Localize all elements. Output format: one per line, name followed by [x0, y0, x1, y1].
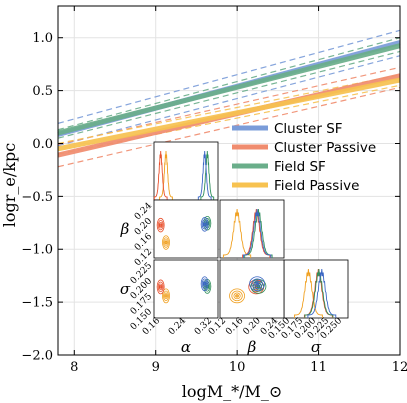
contour-alpha-beta-cluster-sf — [201, 219, 208, 230]
series-cluster-sf-bound-0 — [57, 29, 401, 124]
contour-beta-sigma-cluster-sf — [249, 276, 266, 292]
contour-alpha-sigma-cluster-sf — [203, 281, 207, 286]
contour-alpha-sigma-field-passive — [164, 294, 168, 298]
y-tick-label: −0.5 — [21, 190, 53, 205]
contour-alpha-beta-field-passive — [164, 240, 168, 245]
main-lines — [57, 29, 401, 168]
contour-beta-sigma-field-passive — [229, 288, 245, 304]
y-tick-label: −1.5 — [21, 296, 53, 311]
corner-sigma-label: σ — [311, 338, 322, 356]
x-tick-label: 9 — [152, 360, 160, 375]
plot-frame — [57, 5, 401, 356]
x-tick-label: 11 — [310, 360, 327, 375]
contour-beta-sigma-cluster-sf — [251, 278, 263, 289]
contour-alpha-sigma-cluster-passive — [159, 285, 163, 289]
contour-alpha-sigma-cluster-sf — [200, 276, 209, 292]
contour-alpha-sigma-field-passive — [163, 290, 169, 302]
x-tick-label: 8 — [70, 360, 78, 375]
legend: Cluster SF Cluster Passive Field SF Field P… — [232, 121, 376, 194]
series-field-sf-line — [57, 43, 401, 136]
contour-alpha-beta-cluster-passive — [159, 223, 163, 227]
contour-alpha-sigma-cluster-sf — [201, 278, 208, 289]
corner-alpha-tick: 0.24 — [167, 316, 188, 337]
series-field-passive-line — [57, 77, 401, 152]
contour-beta-sigma-field-passive — [235, 294, 239, 298]
corner-alpha-label: α — [181, 338, 191, 356]
contour-alpha-sigma-cluster-passive — [157, 281, 164, 293]
y-axis-label: logr_e/kpc — [0, 143, 19, 227]
contour-alpha-sigma-cluster-passive — [156, 279, 165, 295]
corner-beta-label: β — [247, 338, 257, 356]
hist-sigma-field-sf — [304, 268, 334, 318]
hist-alpha-field-passive — [159, 150, 173, 200]
hist-beta-cluster-sf — [243, 208, 272, 258]
main-axes: 8 9 10 11 12 −2.0 −1.5 −1.0 −0.5 0.0 0.5 1.0 — [21, 5, 407, 375]
hist-alpha-cluster-sf — [197, 150, 212, 200]
legend-label: Field Passive — [274, 178, 359, 194]
contour-alpha-beta-cluster-sf — [200, 217, 209, 232]
y-tick-label: −1.0 — [21, 243, 53, 258]
legend-label: Field SF — [274, 159, 326, 175]
corner-beta-tick: 0.20 — [242, 316, 263, 337]
series-field-sf-bound-1 — [57, 50, 401, 139]
contour-beta-sigma-field-passive — [231, 290, 243, 302]
hist-beta-panel — [219, 199, 285, 259]
contour-beta-sigma-cluster-sf — [253, 280, 261, 288]
series-cluster-passive-bound-1 — [57, 86, 401, 168]
y-tick-label: 0.0 — [32, 137, 53, 152]
contour-beta-sigma-field-passive — [233, 292, 241, 300]
contour-alpha-beta-cluster-sf — [203, 222, 207, 227]
corner-sigma-ylabel: σ — [120, 280, 131, 298]
series-field-passive-bound-1 — [57, 84, 401, 155]
contour-beta-sigma-field-sf — [250, 279, 267, 294]
corner-beta-ylabel: β — [120, 220, 130, 238]
contour-beta-sigma-cluster-sf — [255, 281, 260, 286]
contour-alpha-beta-field-passive — [163, 237, 169, 248]
hist-alpha-field-sf — [200, 150, 215, 200]
contour-alpha-beta-cluster-passive — [156, 217, 165, 233]
hist-sigma-field-passive — [294, 268, 323, 318]
corner-beta-tick: 0.16 — [224, 316, 245, 337]
legend-label: Cluster SF — [274, 121, 343, 137]
x-tick-label: 12 — [392, 360, 407, 375]
legend-label: Cluster Passive — [274, 140, 376, 156]
contour-alpha-beta-cluster-passive — [157, 219, 164, 231]
series-field-sf-bound-0 — [57, 37, 401, 131]
x-axis-label: logM_*/M_⊙ — [182, 382, 283, 401]
y-tick-label: 0.5 — [32, 84, 53, 99]
contour-alpha-sigma-field-passive — [162, 288, 170, 304]
hist-alpha-cluster-passive — [153, 150, 168, 200]
hist-sigma-cluster-sf — [307, 268, 337, 318]
series-cluster-sf-bound-1 — [57, 55, 401, 147]
series-cluster-passive-bound-0 — [57, 66, 401, 146]
series-field-passive-bound-0 — [57, 74, 401, 145]
x-tick-label: 10 — [229, 360, 246, 375]
hist-beta-field-sf — [244, 208, 273, 258]
contour-alpha-beta-field-passive — [162, 235, 170, 250]
y-tick-label: −2.0 — [21, 349, 53, 364]
y-tick-label: 1.0 — [32, 31, 53, 46]
